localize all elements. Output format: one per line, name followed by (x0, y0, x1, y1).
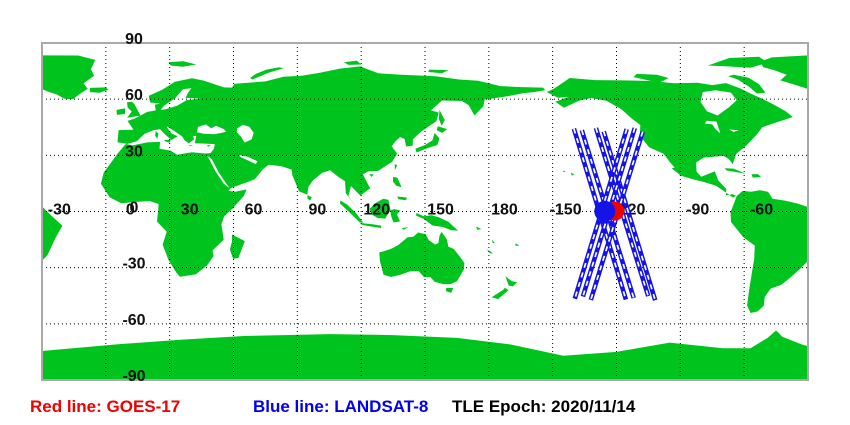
new-siberian-islands (428, 69, 449, 74)
svalbard (168, 61, 197, 67)
lat-tick-label: -60 (122, 312, 145, 329)
cyprus (206, 145, 212, 147)
mediterranean-sea (126, 126, 215, 155)
fiji (515, 243, 520, 246)
lat-tick-label: 90 (125, 31, 143, 48)
gulf-of-california (660, 153, 675, 169)
legend-goes17: Red line: GOES-17 (30, 397, 181, 416)
ellesmere-island (708, 56, 768, 68)
cuba (724, 168, 746, 174)
lon-tick-label: 120 (363, 202, 390, 219)
baltic-sea (160, 88, 201, 110)
sicily (164, 139, 171, 143)
new-caledonia (486, 249, 494, 254)
novaya-zemlya (250, 67, 284, 80)
vanuatu (492, 239, 495, 244)
ireland (116, 108, 125, 115)
britain (127, 101, 141, 118)
tasmania (445, 287, 454, 293)
landsat8-sno-dot (594, 200, 616, 222)
hispaniola (751, 174, 762, 178)
red-sea (207, 155, 230, 189)
antarctica (0, 330, 42, 380)
timor (401, 227, 409, 230)
lat-tick-label: 0 (130, 200, 139, 217)
baffin-island (728, 74, 766, 94)
eurafrasia (100, 66, 546, 277)
ellesmere-island (0, 57, 2, 68)
iceland (89, 87, 109, 93)
hudson-bay (700, 90, 737, 116)
south-america (730, 190, 808, 313)
lon-tick-label: -30 (48, 202, 71, 219)
hainan (369, 174, 374, 177)
plot-border (41, 42, 809, 381)
lat-tick-label: 60 (125, 87, 143, 104)
lake-superior-michigan (704, 120, 721, 134)
borneo (369, 198, 391, 219)
mindanao (397, 196, 407, 201)
black-sea (196, 124, 227, 135)
java (361, 223, 382, 228)
new-zealand-south (491, 287, 509, 300)
sri-lanka (307, 195, 312, 201)
lake-erie-ontario (729, 129, 739, 132)
new-guinea (416, 213, 458, 231)
lon-tick-label: -90 (686, 202, 709, 219)
hokkaido (436, 126, 448, 133)
madagascar (229, 234, 245, 259)
north-america (0, 78, 27, 198)
new-zealand-north (505, 276, 518, 287)
caspian-sea (236, 124, 254, 143)
north-america (547, 78, 793, 198)
persian-gulf (239, 155, 258, 165)
luzon (392, 176, 402, 188)
australia (379, 231, 465, 285)
solomon-islands (476, 226, 482, 230)
lon-tick-label: -60 (750, 202, 773, 219)
lon-tick-label: 0 (126, 202, 135, 219)
lon-tick-label: 30 (181, 202, 199, 219)
taiwan (394, 164, 398, 171)
hawaii-1 (571, 172, 575, 176)
sardinia-corsica (155, 131, 159, 139)
legend-landsat8: Blue line: LANDSAT-8 (253, 397, 429, 416)
south-america (42, 207, 63, 261)
greenland (760, 55, 808, 90)
greenland (42, 55, 96, 100)
lat-tick-label: -30 (122, 256, 145, 273)
sulawesi (390, 209, 401, 223)
legend-tle-epoch: TLE Epoch: 2020/11/14 (452, 397, 636, 416)
lon-tick-label: -150 (550, 202, 582, 219)
lon-tick-label: 150 (427, 202, 454, 219)
crete (188, 145, 194, 147)
lon-tick-label: 60 (245, 202, 263, 219)
lon-tick-label: 90 (309, 202, 327, 219)
hawaii-2 (563, 170, 566, 173)
lon-tick-label: 180 (491, 202, 518, 219)
severnaya-zemlya (344, 60, 362, 65)
tick-labels: -300306090120150180-150-120-90-609060300… (48, 31, 773, 385)
honshu (415, 132, 440, 153)
lat-tick-label: 30 (125, 143, 143, 160)
victoria-island (633, 73, 669, 83)
sakhalin (438, 110, 445, 126)
lat-tick-label: -90 (122, 368, 145, 385)
sumatra (339, 200, 364, 223)
landsat8-track-line (601, 130, 658, 301)
